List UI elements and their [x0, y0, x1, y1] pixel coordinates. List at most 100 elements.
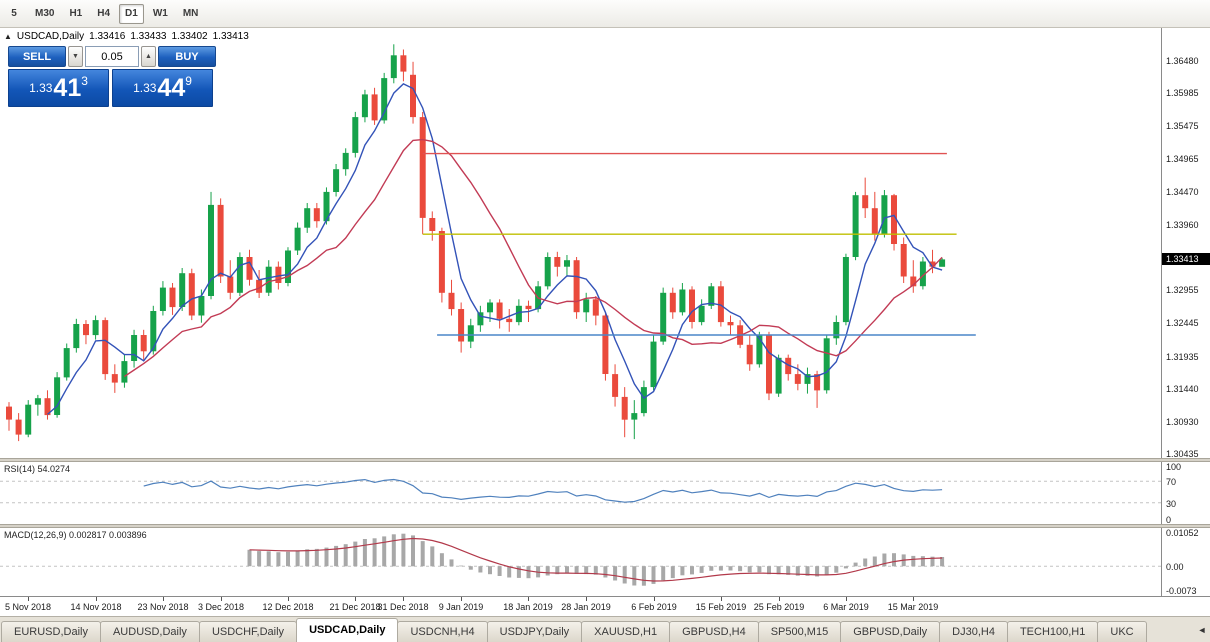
- timeframe-toolbar: 5 M30 H1 H4 D1 W1 MN: [0, 0, 1210, 28]
- current-price-tag: 1.33413: [1162, 253, 1210, 266]
- date-tick: [163, 597, 164, 601]
- timeframe-button-d1[interactable]: D1: [119, 3, 144, 24]
- date-tick: [403, 597, 404, 601]
- timeframe-button-w1[interactable]: W1: [152, 8, 168, 19]
- price-axis[interactable]: 1.33413 1.36480 1.35985 1.35475 1.34965 1.34…: [1161, 28, 1210, 458]
- timeframe-button-h1[interactable]: H1: [69, 8, 83, 19]
- date-axis-label: 3 Dec 2018: [197, 602, 245, 612]
- chart-tab-gbpusd-daily[interactable]: GBPUSD,Daily: [840, 621, 941, 642]
- macd-axis-label: 0.00: [1166, 562, 1184, 573]
- volume-input[interactable]: [85, 46, 139, 67]
- price-axis-label: 1.30930: [1166, 416, 1199, 427]
- timeframe-button-m30[interactable]: M30: [35, 8, 55, 19]
- chart-tab-usdcnh-h4[interactable]: USDCNH,H4: [397, 621, 488, 642]
- chart-tab-xauusd-h1[interactable]: XAUUSD,H1: [581, 621, 671, 642]
- date-axis-label: 15 Feb 2019: [695, 602, 747, 612]
- date-tick: [28, 597, 29, 601]
- date-axis-label: 18 Jan 2019: [503, 602, 553, 612]
- candlestick-chart[interactable]: [0, 28, 1161, 458]
- date-axis[interactable]: 5 Nov 2018 14 Nov 2018 23 Nov 2018 3 Dec 20…: [0, 596, 1210, 616]
- date-axis-label: 6 Feb 2019: [631, 602, 677, 612]
- rsi-chart[interactable]: [0, 462, 1161, 524]
- date-axis-label: 14 Nov 2018: [70, 602, 122, 612]
- date-tick: [221, 597, 222, 601]
- tab-scroll-left-button[interactable]: ◄: [1194, 621, 1210, 639]
- date-axis-label: 23 Nov 2018: [137, 602, 189, 612]
- rsi-axis-label: 0: [1166, 515, 1172, 524]
- date-axis-label: 25 Feb 2019: [753, 602, 805, 612]
- macd-chart[interactable]: [0, 528, 1161, 596]
- rsi-axis: 100 70 30 0: [1161, 462, 1210, 524]
- sell-button[interactable]: SELL: [8, 46, 66, 67]
- panel-splitter[interactable]: [0, 458, 1210, 462]
- macd-panel: MACD(12,26,9) 0.002817 0.003896 0.01052 0…: [0, 528, 1210, 596]
- chart-tab-dj30-h4[interactable]: DJ30,H4: [939, 621, 1008, 642]
- main-chart-panel: ▲ USDCAD,Daily 1.33416 1.33433 1.33402 1…: [0, 28, 1210, 458]
- sell-price-display[interactable]: 1.33 41 3: [8, 69, 109, 107]
- rsi-label: RSI(14) 54.0274: [4, 464, 71, 474]
- sell-price-digits: 41: [53, 73, 82, 102]
- chart-tab-gbpusd-h4[interactable]: GBPUSD,H4: [669, 621, 759, 642]
- date-axis-label: 31 Dec 2018: [377, 602, 429, 612]
- date-axis-label: 28 Jan 2019: [561, 602, 611, 612]
- macd-axis-label: 0.01052: [1166, 528, 1199, 538]
- price-axis-label: 1.35985: [1166, 88, 1199, 99]
- chart-tab-usdchf-daily[interactable]: USDCHF,Daily: [198, 621, 298, 642]
- date-tick: [586, 597, 587, 601]
- volume-up-button[interactable]: ▲: [141, 46, 156, 67]
- date-tick: [654, 597, 655, 601]
- chart-ohlc-title: ▲ USDCAD,Daily 1.33416 1.33433 1.33402 1…: [4, 31, 249, 42]
- chart-tab-sp500-m15[interactable]: SP500,M15: [757, 621, 842, 642]
- macd-axis: 0.01052 0.00 -0.0073: [1161, 528, 1210, 596]
- price-axis-label: 1.32445: [1166, 318, 1199, 329]
- rsi-axis-label: 100: [1166, 462, 1182, 472]
- date-tick: [779, 597, 780, 601]
- chart-tab-usdcad-daily[interactable]: USDCAD,Daily: [296, 618, 399, 642]
- buy-price-display[interactable]: 1.33 44 9: [112, 69, 213, 107]
- one-click-collapse-icon[interactable]: ▲: [4, 32, 12, 41]
- timeframe-button-h4[interactable]: H4: [97, 8, 111, 19]
- price-axis-label: 1.32955: [1166, 285, 1199, 296]
- date-tick: [355, 597, 356, 601]
- price-axis-label: 1.30435: [1166, 449, 1199, 458]
- chart-tab-eurusd-daily[interactable]: EURUSD,Daily: [1, 621, 101, 642]
- timeframe-button-mn[interactable]: MN: [182, 8, 199, 19]
- date-tick: [288, 597, 289, 601]
- chevron-up-icon: ▲: [145, 53, 152, 60]
- panel-splitter[interactable]: [0, 524, 1210, 528]
- chart-tab-ukc[interactable]: UKC: [1097, 621, 1147, 642]
- timeframe-button-5[interactable]: 5: [11, 8, 17, 19]
- rsi-axis-label: 70: [1166, 477, 1177, 488]
- date-axis-label: 15 Mar 2019: [887, 602, 939, 612]
- buy-button[interactable]: BUY: [158, 46, 216, 67]
- date-tick: [721, 597, 722, 601]
- buy-price-digits: 44: [157, 73, 186, 102]
- price-axis-label: 1.33960: [1166, 219, 1199, 230]
- date-tick: [96, 597, 97, 601]
- chart-tab-audusd-daily[interactable]: AUDUSD,Daily: [99, 621, 200, 642]
- high-value: 1.33433: [130, 31, 167, 42]
- macd-label: MACD(12,26,9) 0.002817 0.003896: [4, 530, 147, 540]
- price-axis-label: 1.36480: [1166, 55, 1199, 66]
- date-tick: [913, 597, 914, 601]
- open-value: 1.33416: [89, 31, 126, 42]
- low-value: 1.33402: [171, 31, 208, 42]
- date-tick: [846, 597, 847, 601]
- chevron-down-icon: ▼: [72, 53, 79, 60]
- sell-price-prefix: 1.33: [29, 81, 53, 95]
- buy-price-pip: 9: [185, 74, 192, 88]
- date-tick: [528, 597, 529, 601]
- date-tick: [461, 597, 462, 601]
- chart-tabs-bar: EURUSD,Daily AUDUSD,Daily USDCHF,Daily USDC…: [0, 616, 1210, 642]
- volume-dropdown-button[interactable]: ▼: [68, 46, 83, 67]
- chart-tab-usdjpy-daily[interactable]: USDJPY,Daily: [486, 621, 583, 642]
- rsi-axis-label: 30: [1166, 498, 1177, 509]
- date-axis-label: 9 Jan 2019: [438, 602, 484, 612]
- chart-tab-tech100-h1[interactable]: TECH100,H1: [1006, 621, 1099, 642]
- price-axis-label: 1.35475: [1166, 121, 1199, 132]
- date-axis-label: 12 Dec 2018: [262, 602, 314, 612]
- date-axis-label: 5 Nov 2018: [4, 602, 52, 612]
- price-axis-label: 1.34965: [1166, 154, 1199, 165]
- buy-price-prefix: 1.33: [133, 81, 157, 95]
